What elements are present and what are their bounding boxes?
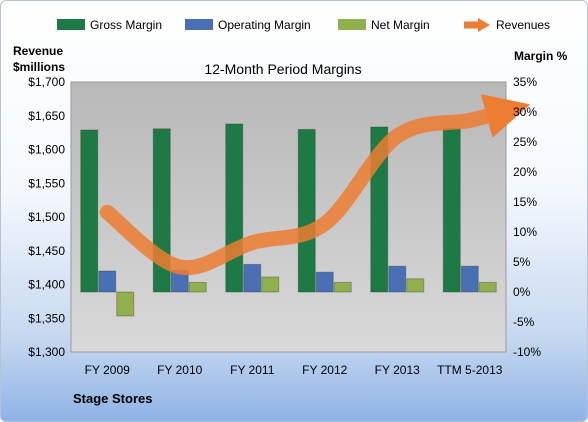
left-tick-label: $1,350 [28, 311, 65, 325]
bar-gross-margin [297, 128, 316, 293]
bar-net-margin [116, 291, 135, 317]
bar-net-margin [333, 281, 352, 293]
bar-operating-margin [460, 265, 479, 293]
legend-swatch-operating-margin [185, 19, 213, 30]
right-tick-label: 35% [513, 75, 537, 89]
category-label: FY 2013 [375, 363, 420, 377]
bar-net-margin [406, 278, 425, 293]
left-tick-label: $1,300 [28, 345, 65, 359]
right-tick-label: 15% [513, 195, 537, 209]
category-label: FY 2010 [157, 363, 202, 377]
bar-operating-margin [315, 271, 334, 293]
right-axis-title: Margin % [514, 49, 568, 63]
right-tick-label: 25% [513, 135, 537, 149]
legend-label-net-margin: Net Margin [371, 18, 430, 32]
legend: Gross Margin Operating Margin Net Margin Re… [57, 18, 550, 32]
bar-operating-margin [243, 263, 262, 293]
right-tick-label: -10% [513, 345, 541, 359]
bar-gross-margin [442, 127, 461, 293]
revenue-point [397, 136, 398, 137]
revenue-point [179, 266, 180, 267]
right-tick-label: 0% [513, 285, 531, 299]
left-axis-title-line1: Revenue [13, 44, 63, 58]
right-tick-label: 20% [513, 165, 537, 179]
revenue-point [252, 242, 253, 243]
revenue-point [469, 120, 470, 121]
bar-net-margin [478, 281, 497, 293]
left-tick-label: $1,400 [28, 278, 65, 292]
left-axis-title-line2: $millions [13, 60, 65, 74]
revenue-line-layer [99, 94, 531, 276]
left-tick-label: $1,700 [28, 75, 65, 89]
category-label: FY 2009 [85, 363, 130, 377]
bar-operating-margin [98, 270, 117, 293]
legend-label-gross-margin: Gross Margin [90, 18, 162, 32]
bar-net-margin [261, 276, 280, 293]
category-label: FY 2011 [230, 363, 275, 377]
left-tick-label: $1,450 [28, 244, 65, 258]
left-tick-label: $1,650 [28, 109, 65, 123]
chart-title: 12-Month Period Margins [204, 61, 361, 77]
bar-gross-margin [80, 129, 99, 293]
right-axis-ticks: -10% -5% 0% 5% 10% 15% 20% 25% 30% 35% [513, 75, 541, 359]
legend-swatch-gross-margin [57, 19, 85, 30]
bars-group [80, 123, 497, 317]
revenue-point [107, 212, 108, 213]
bar-net-margin [188, 281, 207, 293]
footer-label: Stage Stores [73, 391, 152, 406]
category-labels: FY 2009 FY 2010 FY 2011 FY 2012 FY 2013 TTM 5… [85, 363, 503, 377]
legend-label-operating-margin: Operating Margin [218, 18, 311, 32]
right-tick-label: 30% [513, 105, 537, 119]
left-tick-label: $1,550 [28, 176, 65, 190]
category-label: FY 2012 [302, 363, 347, 377]
right-tick-label: 10% [513, 225, 537, 239]
category-label: TTM 5-2013 [437, 363, 503, 377]
legend-swatch-net-margin [338, 19, 366, 30]
right-tick-label: 5% [513, 255, 531, 269]
legend-arrow-revenues [478, 18, 490, 32]
bar-gross-margin [225, 123, 244, 293]
bar-operating-margin [388, 265, 407, 293]
revenue-point [324, 223, 325, 224]
left-tick-label: $1,500 [28, 210, 65, 224]
legend-label-revenues: Revenues [496, 18, 550, 32]
left-tick-label: $1,600 [28, 143, 65, 157]
revenue-line [99, 94, 531, 276]
right-tick-label: -5% [513, 315, 535, 329]
left-axis-ticks: $1,300 $1,350 $1,400 $1,450 $1,500 $1,550 $1,6… [28, 75, 65, 359]
